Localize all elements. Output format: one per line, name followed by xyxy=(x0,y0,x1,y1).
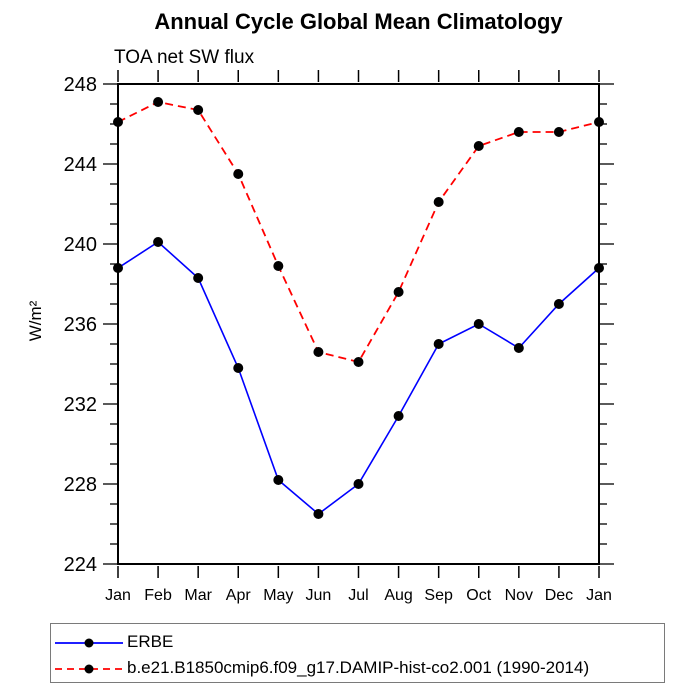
x-tick-label: Sep xyxy=(424,587,453,604)
data-point-marker xyxy=(594,117,604,127)
legend-sample-marker xyxy=(84,638,94,648)
legend-label-model: b.e21.B1850cmip6.f09_g17.DAMIP-hist-co2.… xyxy=(127,658,590,677)
chart-title: Annual Cycle Global Mean Climatology xyxy=(154,9,563,34)
data-point-marker xyxy=(433,197,444,207)
data-point-marker xyxy=(233,363,244,373)
data-point-marker xyxy=(433,339,444,349)
x-tick-label: Feb xyxy=(144,587,172,604)
legend-sample-marker xyxy=(84,664,94,674)
plot-frame xyxy=(117,83,600,565)
x-tick-label: May xyxy=(263,587,293,604)
y-tick-label: 236 xyxy=(64,314,97,336)
data-point-marker xyxy=(594,263,604,273)
data-point-marker xyxy=(113,263,123,273)
data-point-marker xyxy=(513,343,524,353)
y-tick-label: 232 xyxy=(64,394,97,416)
data-point-marker xyxy=(273,475,284,485)
x-tick-label: Apr xyxy=(226,587,252,604)
legend: ERBE b.e21.B1850cmip6.f09_g17.DAMIP-hist… xyxy=(50,623,665,683)
y-tick-label: 228 xyxy=(64,474,97,496)
x-tick-label: Jan xyxy=(105,587,131,604)
data-point-marker xyxy=(513,127,524,137)
data-point-marker xyxy=(553,127,564,137)
data-point-marker xyxy=(233,169,244,179)
legend-entry-model: b.e21.B1850cmip6.f09_g17.DAMIP-hist-co2.… xyxy=(51,656,664,682)
x-tick-label: Dec xyxy=(545,587,573,604)
data-point-marker xyxy=(473,141,484,151)
data-point-marker xyxy=(313,347,324,357)
x-tick-label: Nov xyxy=(505,587,533,604)
data-point-marker xyxy=(553,299,564,309)
legend-line-sample-erbe xyxy=(55,638,123,648)
y-tick-label: 224 xyxy=(64,554,97,576)
data-point-marker xyxy=(153,97,164,107)
legend-label-erbe: ERBE xyxy=(127,632,174,651)
data-point-marker xyxy=(313,509,324,519)
data-point-marker xyxy=(273,261,284,271)
data-point-marker xyxy=(153,237,164,247)
data-point-marker xyxy=(193,273,204,283)
x-tick-label: Jan xyxy=(586,587,612,604)
data-point-marker xyxy=(353,357,364,367)
data-point-marker xyxy=(393,287,404,297)
y-tick-label: 240 xyxy=(64,234,97,256)
x-tick-label: Mar xyxy=(184,587,212,604)
data-point-marker xyxy=(393,411,404,421)
data-point-marker xyxy=(193,105,204,115)
x-tick-label: Aug xyxy=(384,587,412,604)
series-line-0 xyxy=(117,240,600,516)
x-tick-label: Jun xyxy=(306,587,332,604)
data-point-marker xyxy=(113,117,123,127)
data-point-marker xyxy=(353,479,364,489)
x-tick-label: Jul xyxy=(348,587,368,604)
y-tick-label: 244 xyxy=(64,154,97,176)
y-tick-label: 248 xyxy=(64,74,97,96)
legend-entry-erbe: ERBE xyxy=(51,630,664,656)
x-tick-label: Oct xyxy=(466,587,491,604)
legend-line-sample-model xyxy=(55,664,123,674)
chart-subtitle: TOA net SW flux xyxy=(114,47,255,68)
series-line-1 xyxy=(117,101,600,364)
data-point-marker xyxy=(473,319,484,329)
